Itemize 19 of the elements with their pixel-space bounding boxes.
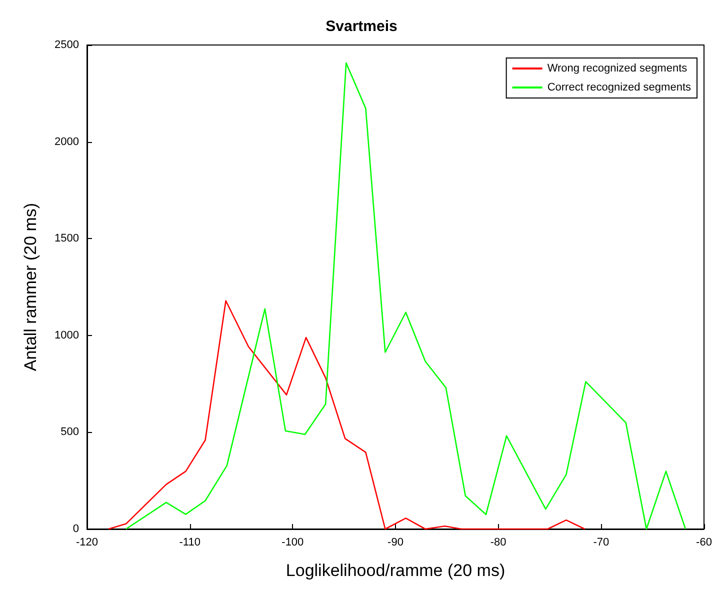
x-tick-label: -120 (76, 536, 98, 548)
y-tick-label: 2000 (54, 136, 79, 148)
y-axis-title: Antall rammer (20 ms) (21, 202, 40, 372)
y-tick-label: 1000 (54, 329, 79, 342)
x-tick-label: -80 (490, 536, 506, 548)
y-tick-label: 500 (60, 426, 79, 438)
y-tick-label: 0 (72, 523, 79, 535)
x-tick-label: -110 (179, 536, 200, 548)
x-tick-label: -100 (282, 536, 304, 548)
y-tick-label: 2500 (54, 39, 79, 51)
x-axis-title: Loglikelihood/ramme (20 ms) (286, 561, 506, 580)
x-tick-label: -90 (388, 536, 404, 548)
chart-title: Svartmeis (326, 18, 398, 35)
legend-label: Wrong recognized segments (547, 62, 688, 74)
x-tick-label: -70 (593, 536, 610, 548)
legend-label: Correct recognized segments (547, 82, 692, 94)
x-tick-label: -60 (696, 536, 712, 548)
line-series (108, 300, 586, 530)
y-tick-label: 1500 (54, 232, 79, 245)
